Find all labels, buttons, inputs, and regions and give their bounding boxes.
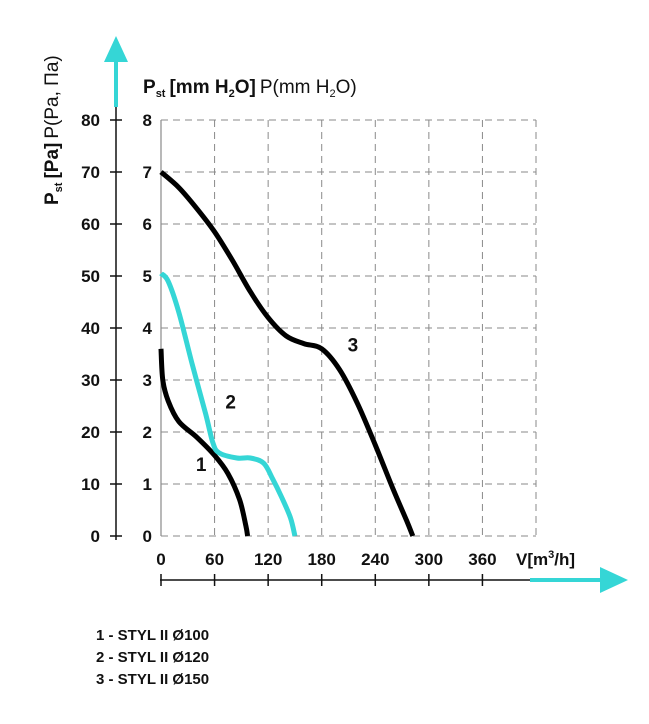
y-tick-label-mm: 8 — [143, 111, 152, 130]
series-curve-2 — [159, 271, 298, 537]
curve-label-1: 1 — [196, 455, 207, 476]
y-tick-label-mm: 6 — [143, 215, 152, 234]
y-tick-label-mm: 5 — [143, 267, 152, 286]
y-tick-label-mm: 4 — [143, 319, 153, 338]
x-axis-title: V[m3/h] — [516, 549, 575, 569]
y-tick-label-pa: 40 — [81, 319, 100, 338]
y-tick-label-pa: 10 — [81, 475, 100, 494]
x-tick-label: 0 — [156, 550, 165, 569]
y-axis-title-mm: Pst [mm H2O] P(mm H2O) — [143, 77, 357, 100]
y-tick-label-pa: 50 — [81, 267, 100, 286]
x-tick-label: 240 — [361, 550, 389, 569]
y-tick-label-pa: 60 — [81, 215, 100, 234]
x-axis-arrow-head — [600, 567, 628, 593]
y-axis-arrow-head — [104, 36, 128, 62]
y-tick-label-mm: 2 — [143, 423, 152, 442]
series-curve-3 — [159, 170, 416, 537]
x-tick-label: 180 — [308, 550, 336, 569]
y-tick-label-pa: 30 — [81, 371, 100, 390]
x-tick-label: 300 — [415, 550, 443, 569]
legend-item-3: 3 - STYL II Ø150 — [96, 671, 210, 688]
legend: 1 - STYL II Ø100 2 - STYL II Ø120 3 - ST… — [96, 625, 209, 691]
y-tick-label-mm: 1 — [143, 475, 152, 494]
tick-labels: 0 60 120 180 240 300 3600123456780102030405060… — [81, 111, 497, 586]
legend-item-1: 1 - STYL II Ø100 — [96, 627, 210, 644]
curve-label-3: 3 — [348, 335, 359, 356]
curve-label-2: 2 — [225, 393, 236, 414]
y-axis-title-pa: Pst[Pa]P(Pa, Па) — [42, 55, 65, 205]
axes — [104, 36, 628, 593]
y-tick-label-pa: 70 — [81, 163, 100, 182]
y-tick-label-pa: 20 — [81, 423, 100, 442]
y-tick-label-mm: 3 — [143, 371, 152, 390]
curve-labels: 1 2 3 — [196, 335, 358, 476]
y-tick-label-pa: 80 — [81, 111, 100, 130]
legend-item-2: 2 - STYL II Ø120 — [96, 649, 210, 666]
x-tick-label: 360 — [468, 550, 496, 569]
y-tick-label-mm: 7 — [143, 163, 152, 182]
y-tick-label-pa: 0 — [91, 527, 100, 546]
curves — [158, 170, 416, 537]
x-tick-label: 60 — [205, 550, 224, 569]
y-tick-label-mm: 0 — [143, 527, 152, 546]
series-curve-1 — [158, 348, 251, 537]
grid — [160, 119, 537, 537]
x-tick-label: 120 — [254, 550, 282, 569]
